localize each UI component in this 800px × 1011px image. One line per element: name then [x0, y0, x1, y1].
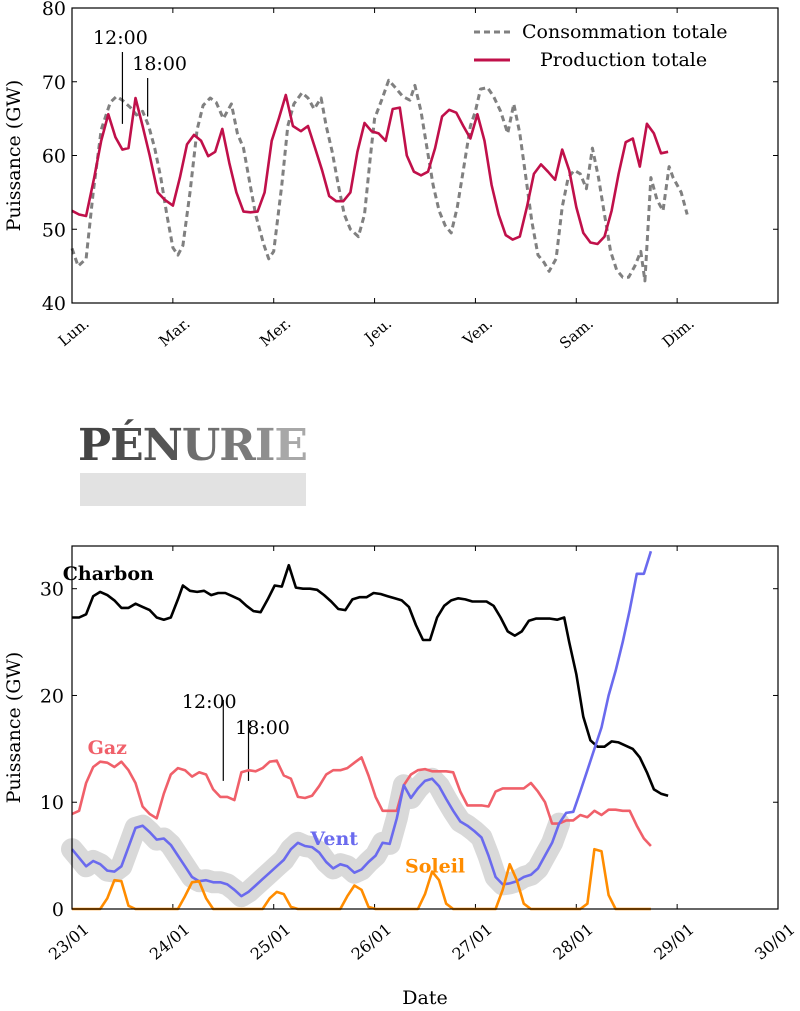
annotation-label: 12:00 — [182, 691, 237, 713]
x-tick-label: 27/01 — [448, 920, 496, 964]
logo-letter: P — [78, 420, 111, 471]
penurie-logo: PÉNURIE — [76, 420, 308, 510]
logo-letter: É — [110, 420, 144, 471]
y-tick-label: 40 — [42, 293, 66, 315]
x-tick-label: Ven. — [459, 314, 496, 349]
series-line — [72, 847, 651, 911]
series-label: Charbon — [63, 563, 154, 585]
annotation-label: 12:00 — [93, 27, 148, 49]
y-tick-label: 70 — [42, 72, 66, 94]
series-line — [70, 78, 689, 283]
series-line — [70, 550, 653, 898]
x-tick-label: 24/01 — [146, 920, 194, 964]
series-label: Vent — [309, 828, 358, 850]
x-tick-label: 23/01 — [45, 920, 93, 964]
logo-band — [80, 473, 306, 506]
x-tick-label: Dim. — [659, 314, 698, 351]
x-tick-label: Mar. — [155, 314, 193, 350]
series-line — [72, 563, 669, 798]
chart-bottom-sources: 0 10 20 30 23/01 24/01 25/01 26/01 27/01 28/01 29/… — [3, 545, 799, 1009]
y-axis-label: Puissance (GW) — [3, 652, 25, 804]
x-tick-label: 28/01 — [549, 920, 597, 964]
legend-label: Production totale — [540, 49, 707, 71]
series-label: Gaz — [88, 737, 128, 759]
series-line — [71, 756, 652, 847]
legend-label: Consommation totale — [522, 21, 728, 43]
y-tick-label: 0 — [52, 899, 64, 921]
x-tick-label: 26/01 — [348, 920, 396, 964]
logo-letter: U — [181, 420, 220, 471]
x-tick-label: Mer. — [256, 314, 294, 350]
y-tick-label: 30 — [40, 579, 64, 601]
y-tick-label: 50 — [42, 219, 66, 241]
logo-wordmark: PÉNURIE — [78, 420, 308, 472]
x-tick-label: Jeu. — [360, 314, 396, 348]
x-tick-label: 29/01 — [650, 920, 698, 964]
plot-frame — [71, 545, 779, 910]
logo-letter: E — [274, 420, 308, 471]
x-axis-label: Date — [402, 987, 447, 1009]
y-tick-label: 60 — [42, 146, 66, 168]
annotation-label: 18:00 — [132, 53, 187, 75]
y-tick-label: 80 — [42, 0, 66, 20]
x-tick-label: Lun. — [55, 314, 93, 350]
logo-letter: N — [142, 420, 183, 471]
x-tick-label: Sam. — [556, 314, 597, 352]
logo-letter: I — [254, 420, 276, 471]
series-label: Soleil — [405, 856, 465, 878]
y-tick-label: 10 — [40, 792, 64, 814]
plot-frame — [71, 7, 779, 304]
annotation-label: 18:00 — [235, 717, 290, 739]
logo-letter: R — [219, 420, 256, 471]
chart-top-consumption-production: 40 50 60 70 80 Lun. Mar. Mer. Jeu. Ven. Sam. Dim. Pu… — [3, 0, 779, 353]
x-tick-label: 25/01 — [247, 920, 295, 964]
y-tick-label: 20 — [40, 685, 64, 707]
x-tick-label: 30/01 — [751, 920, 799, 964]
legend: Consommation totale Production totale — [474, 21, 728, 71]
y-axis-label: Puissance (GW) — [3, 80, 25, 232]
series-line — [71, 93, 669, 246]
